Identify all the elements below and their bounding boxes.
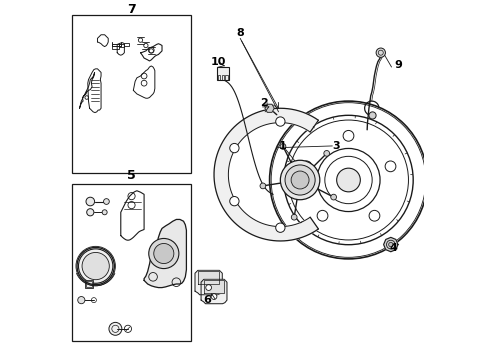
Circle shape — [102, 210, 107, 215]
Circle shape — [153, 243, 174, 264]
Circle shape — [86, 197, 94, 206]
Text: 3: 3 — [331, 141, 339, 151]
Polygon shape — [264, 104, 274, 112]
Bar — [216, 67, 229, 80]
Text: 4: 4 — [388, 243, 396, 253]
Bar — [222, 75, 224, 80]
Polygon shape — [214, 108, 318, 241]
Circle shape — [78, 249, 113, 283]
Circle shape — [211, 294, 217, 300]
Bar — [85, 280, 93, 288]
Circle shape — [280, 160, 319, 200]
Bar — [225, 75, 227, 80]
Bar — [124, 42, 128, 45]
Polygon shape — [201, 279, 226, 304]
Polygon shape — [203, 280, 224, 293]
Circle shape — [275, 223, 285, 232]
Circle shape — [269, 101, 427, 259]
Circle shape — [368, 112, 375, 119]
Circle shape — [388, 242, 392, 247]
Circle shape — [78, 297, 85, 304]
Circle shape — [385, 161, 395, 172]
Circle shape — [205, 285, 211, 291]
Bar — [72, 184, 190, 341]
Polygon shape — [383, 237, 397, 252]
Text: 6: 6 — [203, 295, 210, 305]
Circle shape — [103, 199, 109, 204]
Circle shape — [317, 210, 327, 221]
Circle shape — [229, 197, 239, 206]
Circle shape — [330, 194, 336, 200]
Bar — [119, 44, 124, 47]
Polygon shape — [198, 271, 219, 284]
Circle shape — [275, 117, 285, 126]
Circle shape — [336, 168, 360, 192]
Circle shape — [285, 165, 314, 195]
Circle shape — [86, 209, 94, 216]
Circle shape — [82, 252, 109, 280]
Text: 7: 7 — [127, 3, 136, 16]
Text: 9: 9 — [394, 60, 402, 70]
Text: 2: 2 — [260, 98, 267, 108]
Text: 5: 5 — [127, 169, 136, 182]
Circle shape — [148, 238, 179, 269]
Text: 1: 1 — [278, 141, 285, 151]
Text: 8: 8 — [236, 28, 244, 38]
Circle shape — [290, 171, 308, 189]
Polygon shape — [195, 270, 222, 295]
Circle shape — [229, 143, 239, 153]
Circle shape — [323, 150, 329, 156]
Bar — [218, 75, 220, 80]
Circle shape — [375, 48, 385, 57]
Circle shape — [343, 130, 353, 141]
Bar — [72, 15, 190, 173]
Polygon shape — [144, 220, 186, 288]
Text: 10: 10 — [210, 57, 226, 67]
Circle shape — [301, 161, 311, 172]
Circle shape — [260, 183, 265, 189]
Circle shape — [280, 144, 285, 149]
Circle shape — [291, 214, 296, 220]
Bar — [86, 281, 92, 287]
Circle shape — [109, 322, 122, 335]
Circle shape — [368, 210, 379, 221]
Bar — [112, 44, 119, 49]
Circle shape — [265, 105, 273, 112]
Circle shape — [316, 148, 379, 212]
